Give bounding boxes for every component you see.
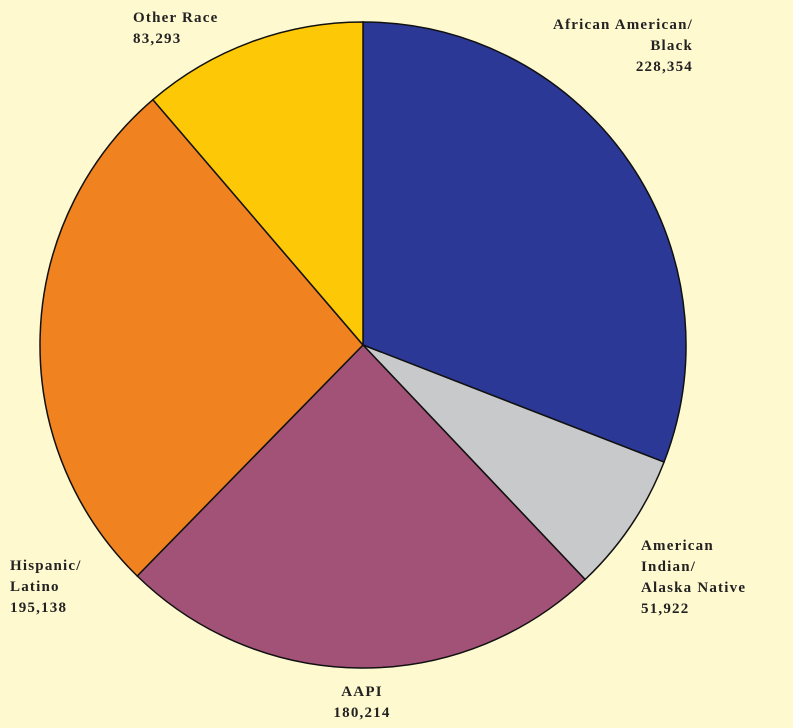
category-name: Hispanic/ Latino: [10, 558, 82, 595]
value-label: 180,214: [333, 705, 391, 721]
pie-slice: [362, 344, 666, 581]
pie-slice: [136, 343, 587, 669]
category-name: AAPI: [341, 684, 383, 700]
pie-slice: [362, 21, 687, 464]
slice-label: Other Race 83,293: [133, 8, 218, 50]
category-name: American Indian/ Alaska Native: [641, 538, 747, 596]
slice-label: Hispanic/ Latino 195,138: [10, 556, 82, 619]
slice-label: American Indian/ Alaska Native 51,922: [641, 536, 746, 620]
pie-slice: [151, 21, 364, 348]
slice-label: African American/ Black 228,354: [553, 15, 693, 78]
category-name: Other Race: [133, 10, 219, 26]
value-label: 83,293: [133, 31, 182, 47]
category-name: African American/ Black: [553, 17, 693, 54]
pie-slice: [39, 98, 365, 578]
slice-label: AAPI 180,214: [262, 682, 462, 724]
value-label: 195,138: [10, 600, 68, 616]
value-label: 228,354: [635, 59, 693, 75]
value-label: 51,922: [641, 601, 690, 617]
